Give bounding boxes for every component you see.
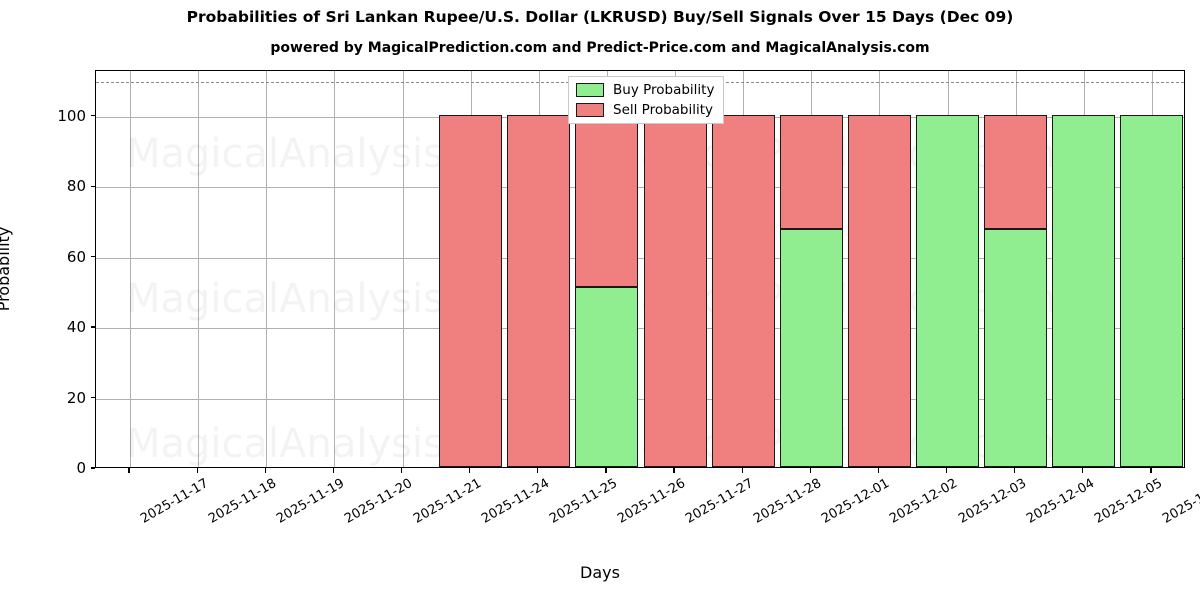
- bar-segment-sell[interactable]: [575, 114, 639, 288]
- y-tick-mark: [90, 396, 95, 399]
- bar-group[interactable]: [847, 71, 911, 467]
- bar-segment-buy[interactable]: [779, 228, 843, 467]
- y-tick-mark: [90, 185, 95, 187]
- x-tick-mark: [673, 468, 675, 473]
- y-tick-mark: [90, 256, 95, 258]
- vertical-gridline: [198, 71, 200, 467]
- bar-segment-buy[interactable]: [575, 287, 639, 467]
- x-tick-mark: [1150, 468, 1152, 473]
- bar-segment-sell[interactable]: [847, 114, 911, 467]
- x-tick-mark: [400, 468, 403, 473]
- y-tick-label: 0: [76, 459, 86, 477]
- x-tick-label: 2025-11-18: [206, 476, 280, 527]
- chart-legend: Buy Probability Sell Probability: [568, 76, 725, 124]
- x-tick-mark: [537, 468, 539, 473]
- x-tick-mark: [128, 468, 130, 473]
- x-tick-mark: [469, 468, 471, 473]
- bar-group[interactable]: [575, 71, 639, 467]
- bar-segment-buy[interactable]: [984, 228, 1048, 467]
- y-tick-label: 100: [57, 106, 86, 125]
- x-tick-mark: [196, 468, 198, 473]
- bar-group[interactable]: [984, 71, 1048, 467]
- bar-segment-sell[interactable]: [643, 114, 707, 467]
- x-tick-mark: [264, 468, 266, 473]
- bar-segment-sell[interactable]: [779, 114, 843, 229]
- bar-segment-sell[interactable]: [984, 114, 1048, 229]
- legend-swatch-sell-icon: [576, 103, 604, 117]
- bar-segment-buy[interactable]: [916, 114, 980, 467]
- x-tick-mark: [332, 468, 335, 473]
- x-tick-mark: [945, 468, 948, 473]
- vertical-gridline: [334, 71, 336, 467]
- y-axis-label: Probability: [0, 226, 13, 312]
- bar-group[interactable]: [1052, 71, 1116, 467]
- legend-item-buy: Buy Probability: [576, 82, 714, 98]
- x-tick-mark: [809, 468, 811, 473]
- y-tick-label: 40: [66, 318, 86, 337]
- bar-segment-sell[interactable]: [711, 114, 775, 467]
- vertical-gridline: [130, 71, 132, 467]
- x-tick-label: 2025-12-02: [887, 476, 961, 527]
- x-tick-label: 2025-11-19: [274, 476, 348, 527]
- legend-item-sell: Sell Probability: [576, 102, 714, 118]
- x-tick-label: 2025-11-21: [410, 476, 484, 527]
- bar-segment-buy[interactable]: [1120, 114, 1184, 467]
- y-tick-label: 20: [66, 388, 86, 407]
- x-tick-mark: [877, 468, 880, 473]
- page-title: Probabilities of Sri Lankan Rupee/U.S. D…: [186, 8, 1014, 26]
- bar-group[interactable]: [916, 71, 980, 467]
- plot-area: MagicalAnalysis.comMagicalPrediction.com…: [95, 70, 1185, 468]
- horizontal-gridline: [96, 257, 1184, 259]
- horizontal-gridline: [96, 187, 1184, 189]
- legend-swatch-buy-icon: [576, 83, 604, 97]
- plot-inner: MagicalAnalysis.comMagicalPrediction.com…: [96, 71, 1184, 467]
- legend-label-sell: Sell Probability: [613, 102, 714, 118]
- x-tick-mark: [605, 468, 607, 473]
- x-tick-label: 2025-11-28: [751, 476, 825, 527]
- bar-segment-buy[interactable]: [1052, 114, 1116, 467]
- y-tick-label: 80: [66, 177, 86, 196]
- bar-group[interactable]: [711, 71, 775, 467]
- y-tick-mark: [90, 115, 95, 117]
- bar-group[interactable]: [643, 71, 707, 467]
- horizontal-gridline: [96, 328, 1184, 330]
- bar-group[interactable]: [439, 71, 503, 467]
- bar-group[interactable]: [507, 71, 571, 467]
- horizontal-gridline: [96, 398, 1184, 400]
- bar-group[interactable]: [779, 71, 843, 467]
- vertical-gridline: [266, 71, 268, 467]
- x-tick-mark: [1014, 468, 1016, 473]
- y-tick-mark: [90, 467, 95, 469]
- x-tick-label: 2025-11-26: [615, 476, 688, 527]
- bar-segment-sell[interactable]: [439, 114, 503, 467]
- x-tick-label: 2025-11-20: [342, 476, 416, 527]
- y-tick-mark: [90, 326, 95, 328]
- vertical-gridline: [402, 71, 404, 467]
- x-tick-label: 2025-11-25: [546, 476, 620, 527]
- bar-group[interactable]: [1120, 71, 1184, 467]
- x-tick-label: 2025-12-05: [1091, 476, 1165, 527]
- x-tick-mark: [741, 468, 743, 473]
- chart-subtitle: powered by MagicalPrediction.com and Pre…: [270, 40, 930, 56]
- bar-segment-sell[interactable]: [507, 114, 571, 467]
- x-axis-label: Days: [580, 563, 620, 582]
- legend-label-buy: Buy Probability: [613, 82, 715, 98]
- x-tick-label: 2025-11-17: [138, 476, 212, 527]
- x-tick-label: 2025-12-01: [819, 476, 893, 527]
- x-tick-label: 2025-12-03: [955, 476, 1029, 527]
- y-tick-label: 60: [66, 247, 86, 266]
- x-tick-mark: [1082, 468, 1084, 473]
- x-tick-label: 2025-12-08: [1160, 476, 1200, 527]
- x-tick-label: 2025-11-27: [683, 476, 757, 527]
- x-tick-label: 2025-12-04: [1023, 476, 1097, 527]
- x-tick-label: 2025-11-24: [478, 476, 552, 527]
